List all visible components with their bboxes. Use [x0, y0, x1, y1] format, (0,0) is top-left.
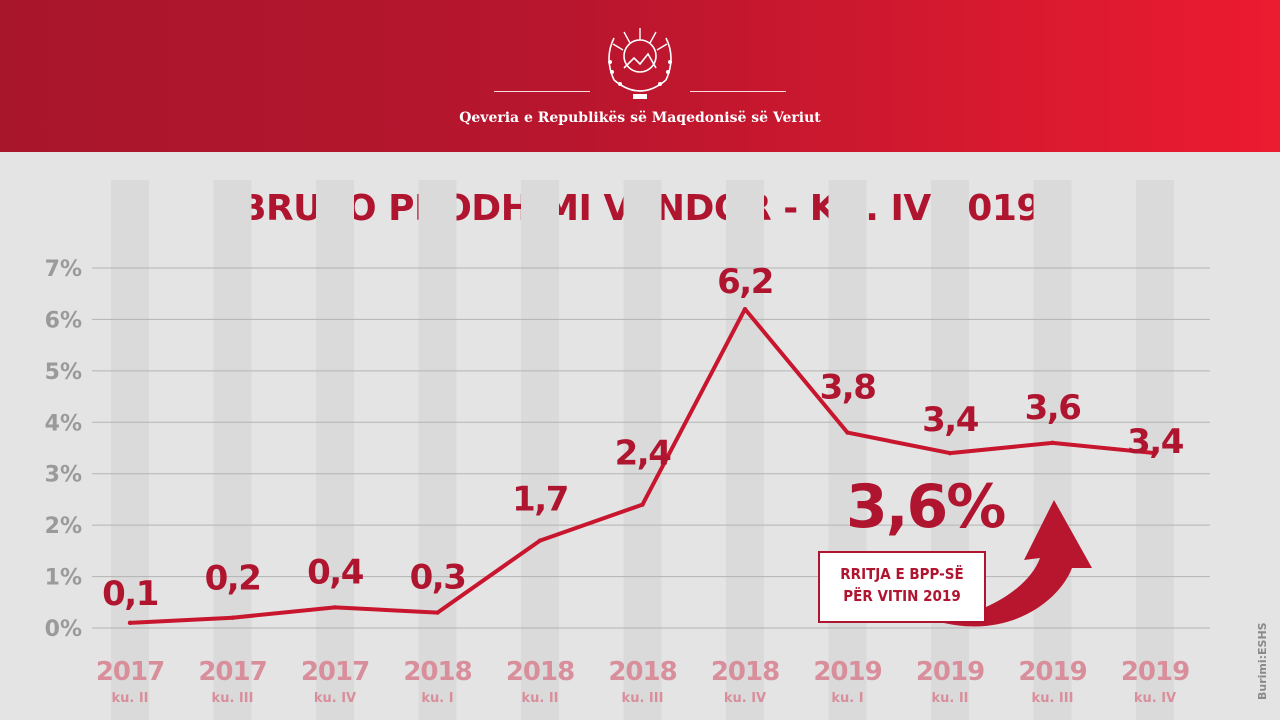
y-tick-label: 6% — [45, 308, 82, 333]
growth-arrow-icon — [940, 500, 1092, 627]
callout-line-2: PËR VITIN 2019 — [843, 587, 961, 605]
column-stripe — [828, 180, 867, 720]
column-stripe — [418, 180, 457, 720]
x-category-year: 2018 — [506, 657, 574, 687]
data-label: 2,4 — [615, 434, 672, 474]
data-point — [332, 605, 338, 610]
column-stripe — [623, 180, 662, 720]
x-category-quarter: ku. III — [1032, 691, 1074, 706]
data-point — [537, 538, 543, 543]
x-category-year: 2018 — [608, 657, 676, 687]
x-category-quarter: ku. II — [521, 691, 558, 706]
x-category-year: 2017 — [301, 657, 369, 687]
data-label: 3,4 — [922, 400, 979, 440]
data-label: 0,1 — [102, 574, 158, 614]
data-point — [435, 610, 440, 615]
column-stripe — [111, 180, 149, 720]
government-name: Qeveria e Republikës së Maqedonisë së Ve… — [459, 110, 821, 126]
header-banner: Qeveria e Republikës së Maqedonisë së Ve… — [0, 0, 1280, 152]
data-label: 0,3 — [410, 558, 466, 598]
x-category-year: 2017 — [198, 657, 266, 687]
y-tick-label: 0% — [45, 617, 82, 642]
x-category-quarter: ku. IV — [724, 691, 766, 706]
annual-growth-callout: RRITJA E BPP-SË PËR VITIN 2019 — [818, 551, 986, 623]
y-tick-label: 4% — [45, 411, 82, 436]
annual-growth-value: 3,6% — [846, 472, 1006, 542]
data-point — [127, 620, 133, 626]
x-category-year: 2018 — [711, 657, 779, 687]
x-category-year: 2019 — [1018, 657, 1086, 687]
data-label: 3,4 — [1127, 422, 1184, 462]
column-stripe — [521, 180, 559, 720]
header-rule-right — [690, 91, 786, 92]
data-point — [1050, 440, 1055, 446]
x-category-quarter: ku. III — [212, 691, 254, 706]
source-label: Burimi:ESHS — [1256, 622, 1269, 700]
data-label: 0,4 — [307, 552, 364, 592]
callout-line-1: RRITJA E BPP-SË — [840, 565, 964, 583]
data-label: 6,2 — [717, 262, 773, 302]
y-tick-label: 7% — [45, 257, 82, 282]
column-stripe — [726, 180, 764, 720]
column-stripes — [111, 180, 1174, 720]
x-category-quarter: ku. IV — [1134, 691, 1176, 706]
y-tick-label: 3% — [45, 463, 82, 488]
gridlines — [92, 267, 1210, 629]
column-stripe — [316, 180, 354, 720]
y-tick-label: 5% — [45, 360, 82, 385]
x-category-quarter: ku. II — [111, 691, 148, 706]
data-point — [640, 502, 645, 507]
data-point — [947, 450, 953, 456]
data-point — [742, 306, 748, 312]
column-stripe — [213, 180, 252, 720]
x-category-year: 2019 — [1121, 657, 1189, 687]
data-label: 3,8 — [820, 368, 876, 408]
x-category-quarter: ku. III — [622, 691, 664, 706]
y-tick-label: 1% — [45, 566, 82, 591]
y-axis-ticks: 0% 1% 2% 3% 4% 5% 6% 7% — [45, 257, 82, 642]
x-category-quarter: ku. I — [831, 691, 863, 706]
x-axis-categories: 2017 ku. II 2017 ku. III 2017 ku. IV 2018 ku. I… — [96, 657, 1190, 706]
coat-of-arms-icon — [608, 28, 672, 99]
x-category-quarter: ku. I — [421, 691, 453, 706]
x-category-year: 2019 — [813, 657, 881, 687]
y-tick-label: 2% — [45, 514, 82, 539]
data-label: 1,7 — [512, 480, 568, 520]
x-category-quarter: ku. IV — [314, 691, 356, 706]
data-point — [230, 615, 235, 620]
x-category-year: 2018 — [403, 657, 471, 687]
column-stripe — [1033, 180, 1072, 720]
data-point — [845, 430, 850, 435]
data-points — [127, 306, 1158, 626]
data-label: 0,2 — [205, 559, 261, 599]
header-rule-left — [494, 91, 590, 92]
data-point — [1152, 450, 1158, 456]
x-category-year: 2017 — [96, 657, 164, 687]
x-category-year: 2019 — [916, 657, 984, 687]
data-labels: 0,1 0,2 0,4 0,3 1,7 2,4 6,2 3,8 3,4 3,6 3,4 — [102, 262, 1185, 614]
data-label: 3,6 — [1025, 388, 1081, 428]
x-category-quarter: ku. II — [931, 691, 968, 706]
